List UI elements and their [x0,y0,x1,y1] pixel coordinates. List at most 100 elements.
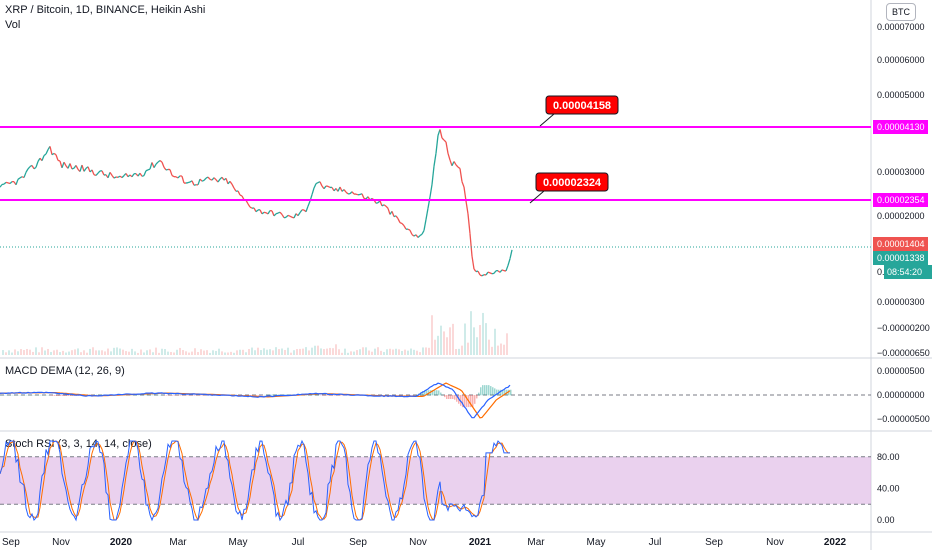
time-axis-label: Mar [527,537,545,548]
macd-histogram-bar [192,395,194,396]
volume-bar [56,349,58,355]
macd-histogram-bar [490,386,492,396]
price-line-segment [143,170,147,176]
macd-histogram-bar [452,395,454,400]
price-line-segment [509,249,513,259]
stoch-tick-label: 80.00 [877,452,900,462]
macd-histogram-bar [334,395,336,396]
macd-histogram-bar [474,395,476,404]
macd-histogram-bar [432,390,434,396]
price-line-segment [305,205,309,212]
macd-histogram-bar [166,395,168,396]
macd-histogram-bar [172,395,174,396]
price-line-segment [111,174,115,179]
price-line-segment [401,223,405,227]
price-line-segment [5,181,9,184]
price-line-segment [45,149,49,155]
price-line-segment [489,272,493,275]
price-line-segment [411,233,415,237]
macd-histogram-bar [136,394,138,396]
support-price-tag-bg [873,193,928,207]
price-line-segment [153,163,157,168]
time-axis-label: Nov [52,537,70,548]
macd-histogram-bar [196,395,198,396]
price-line-segment [91,169,95,176]
price-line-segment [261,211,265,215]
price-line-segment [209,178,213,181]
macd-histogram-bar [260,395,262,396]
currency-button[interactable]: BTC [886,3,916,21]
volume-bar [434,339,436,355]
price-line-segment [159,159,163,163]
volume-bar [380,350,382,355]
price-line-segment [273,213,277,217]
volume-bar [11,352,13,355]
stoch-d-line [0,440,510,522]
macd-histogram-bar [250,395,252,396]
price-line-segment [391,211,395,217]
price-line-segment [71,167,75,170]
price-line-segment [327,185,331,188]
last-price-tag-bg [873,251,928,265]
volume-bar [116,347,118,355]
volume-bar [350,351,352,355]
volume-bar [317,345,319,355]
prev-close-tag: 0.00001404 [877,239,925,249]
volume-bar [203,350,205,355]
macd-histogram-bar [442,394,444,396]
volume-bar [41,347,43,355]
volume-bar [230,351,232,355]
price-line-segment [429,184,433,198]
volume-bar [272,350,274,355]
time-axis-label: Jul [292,537,305,548]
macd-histogram-bar [438,390,440,396]
volume-bar [503,344,505,355]
volume-bar [305,347,307,355]
macd-histogram-bar [312,394,314,396]
volume-bar [95,350,97,355]
volume-bar [248,349,250,355]
price-line-segment [345,191,349,195]
price-line-segment [343,189,347,193]
macd-histogram-bar [194,395,196,396]
macd-histogram-bar [70,395,72,396]
volume-bar [410,348,412,355]
volume-bar [473,327,475,355]
volume-bar [32,351,34,355]
price-line-segment [507,258,511,266]
macd-histogram-bar [508,389,510,396]
price-line-segment [59,160,63,169]
macd-histogram-bar [440,392,442,396]
price-line-segment [383,204,387,207]
price-line-segment [455,164,459,168]
price-line-segment [447,153,451,161]
volume-bar [398,349,400,355]
price-line-segment [317,181,321,184]
symbol-title[interactable]: XRP / Bitcoin, 1D, BINANCE, Heikin Ashi [5,4,206,16]
volume-bar [302,348,304,355]
volume-bar [239,349,241,355]
volume-bar [341,352,343,355]
price-line-segment [233,187,237,192]
volume-bar [17,351,19,355]
price-line-segment [55,154,59,161]
price-line-segment [501,269,505,272]
macd-histogram-bar [446,395,448,400]
price-line-segment [381,204,385,207]
volume-bar [365,347,367,355]
macd-histogram-bar [502,389,504,396]
volume-bar [374,348,376,355]
volume-bar [173,352,175,355]
volume-bar [401,350,403,355]
volume-bar [347,352,349,355]
price-line-segment [109,171,113,176]
price-line-segment [293,213,297,219]
macd-histogram-bar [324,395,326,396]
volume-bar [89,348,91,355]
price-line-segment [395,215,399,220]
macd-histogram-bar [158,394,160,396]
volume-bar [167,351,169,355]
resistance-price-tag: 0.00004130 [877,122,925,132]
last-price-tag: 0.00001338 [877,253,925,263]
macd-histogram-bar [274,394,276,396]
